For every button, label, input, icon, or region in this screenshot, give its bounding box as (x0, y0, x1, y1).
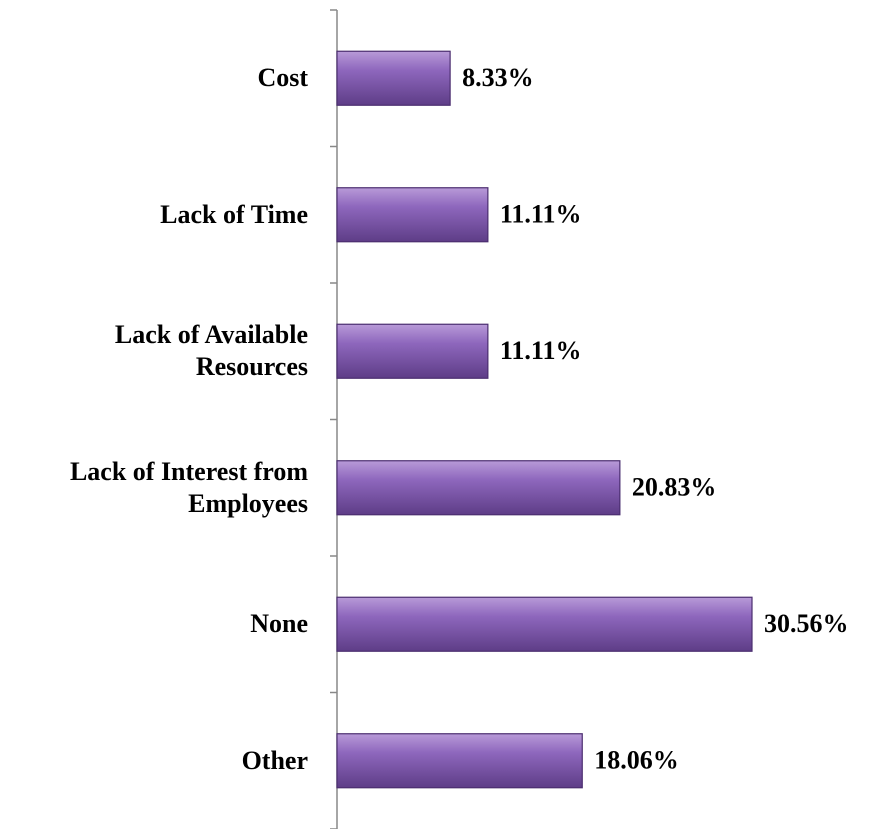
bar (336, 323, 489, 379)
category-label: Lack of Time (160, 199, 308, 229)
value-label: 18.06% (594, 746, 679, 775)
value-label: 30.56% (764, 609, 849, 638)
bar (336, 460, 621, 516)
value-label: 8.33% (462, 63, 534, 92)
category-label: None (250, 609, 308, 639)
bar (336, 733, 583, 789)
bar (336, 187, 489, 243)
category-label: Lack of Interest from Employees (69, 456, 308, 518)
category-label: Cost (257, 63, 308, 93)
category-label: Lack of Available Resources (114, 320, 308, 382)
bar (336, 596, 753, 652)
value-label: 11.11% (500, 336, 582, 365)
value-label: 11.11% (500, 200, 582, 229)
value-label: 20.83% (632, 473, 717, 502)
bar (336, 50, 451, 106)
category-label: Other (241, 745, 308, 775)
